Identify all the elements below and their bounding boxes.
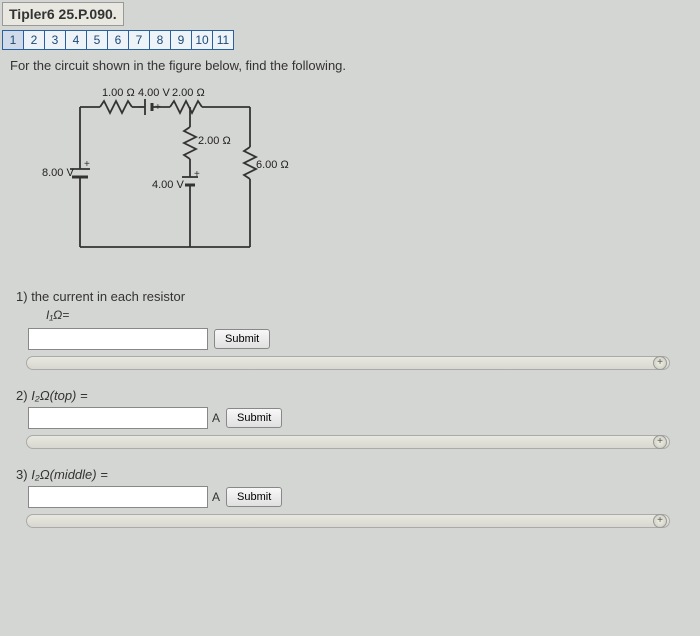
q1-sub: I₁Ω= xyxy=(46,308,690,322)
q1-text: 1) the current in each resistor xyxy=(16,289,690,304)
page-button-6[interactable]: 6 xyxy=(107,30,129,50)
circuit-diagram: + − + + 1.00 Ω 4.00 V 2.00 Ω 2.00 Ω 8.00… xyxy=(60,77,290,277)
page-navigation: 1234567891011 xyxy=(2,30,698,50)
page-button-5[interactable]: 5 xyxy=(86,30,108,50)
q2-progress: + xyxy=(26,435,670,449)
question-1: 1) the current in each resistor I₁Ω= Sub… xyxy=(16,289,690,370)
page-button-1[interactable]: 1 xyxy=(2,30,24,50)
q3-text: 3) I₂Ω(middle) = xyxy=(16,467,690,482)
q1-answer-input[interactable] xyxy=(28,328,208,350)
page-button-2[interactable]: 2 xyxy=(23,30,45,50)
q3-answer-input[interactable] xyxy=(28,486,208,508)
label-r6: 6.00 Ω xyxy=(256,159,289,171)
q2-unit: A xyxy=(212,411,220,425)
svg-text:+: + xyxy=(84,159,90,170)
question-2: 2) I₂Ω(top) = A Submit + xyxy=(16,388,690,449)
q3-progress: + xyxy=(26,514,670,528)
svg-text:+: + xyxy=(155,102,161,113)
problem-title: Tipler6 25.P.090. xyxy=(2,2,124,26)
q3-expand-icon[interactable]: + xyxy=(653,514,667,528)
page-button-3[interactable]: 3 xyxy=(44,30,66,50)
problem-prompt: For the circuit shown in the figure belo… xyxy=(10,58,690,73)
page-button-4[interactable]: 4 xyxy=(65,30,87,50)
page-button-8[interactable]: 8 xyxy=(149,30,171,50)
label-v-left: 8.00 V xyxy=(42,167,74,179)
q2-text: 2) I₂Ω(top) = xyxy=(16,388,690,403)
label-r2-mid: 2.00 Ω xyxy=(198,135,231,147)
q3-unit: A xyxy=(212,490,220,504)
q1-expand-icon[interactable]: + xyxy=(653,356,667,370)
question-3: 3) I₂Ω(middle) = A Submit + xyxy=(16,467,690,528)
page-button-9[interactable]: 9 xyxy=(170,30,192,50)
page-button-10[interactable]: 10 xyxy=(191,30,213,50)
label-v-mid: 4.00 V xyxy=(152,179,184,191)
q3-submit-button[interactable]: Submit xyxy=(226,487,282,507)
svg-text:+: + xyxy=(194,169,200,180)
label-v-top: 4.00 V xyxy=(138,87,170,99)
q1-progress: + xyxy=(26,356,670,370)
circuit-svg: + − + + xyxy=(60,77,290,277)
q2-answer-input[interactable] xyxy=(28,407,208,429)
page-button-7[interactable]: 7 xyxy=(128,30,150,50)
svg-text:−: − xyxy=(138,102,144,113)
label-r2-top: 2.00 Ω xyxy=(172,87,205,99)
q2-expand-icon[interactable]: + xyxy=(653,435,667,449)
q1-submit-button[interactable]: Submit xyxy=(214,329,270,349)
page-button-11[interactable]: 11 xyxy=(212,30,234,50)
q2-submit-button[interactable]: Submit xyxy=(226,408,282,428)
label-r1: 1.00 Ω xyxy=(102,87,135,99)
